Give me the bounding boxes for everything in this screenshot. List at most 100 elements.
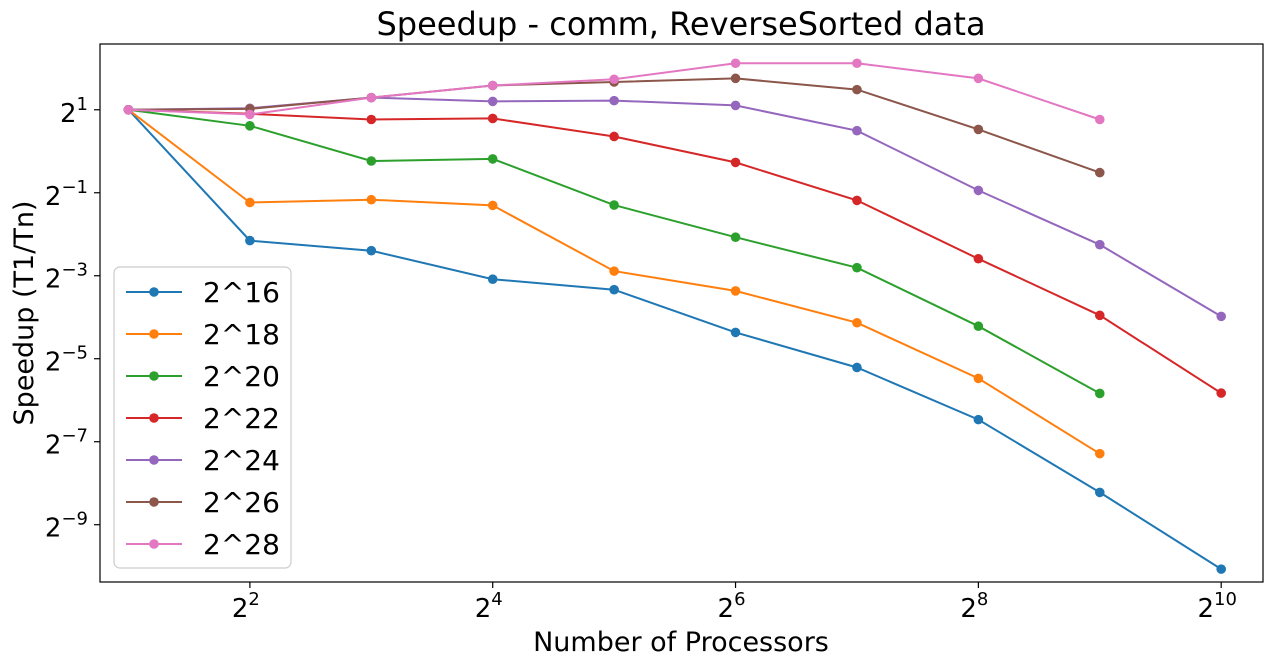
series-line xyxy=(128,77,1101,174)
legend-marker xyxy=(149,287,159,297)
series-2-28 xyxy=(123,58,1105,125)
data-point xyxy=(852,195,862,206)
data-point xyxy=(852,317,862,328)
data-point xyxy=(123,104,134,115)
data-point xyxy=(730,232,741,242)
data-point xyxy=(609,200,619,210)
data-point xyxy=(487,96,498,107)
legend-label: 2^22 xyxy=(203,402,280,435)
data-point xyxy=(1094,487,1105,498)
data-point xyxy=(973,373,984,384)
data-point xyxy=(973,253,984,264)
data-point xyxy=(487,113,498,124)
data-point xyxy=(730,157,741,168)
chart-title: Speedup - comm, ReverseSorted data xyxy=(376,5,985,43)
y-tick-label: 2−1 xyxy=(45,177,88,212)
series-line xyxy=(128,108,1222,394)
plot-frame xyxy=(99,43,1264,583)
x-tick-label: 26 xyxy=(718,589,746,624)
legend-label: 2^26 xyxy=(203,486,280,519)
data-point xyxy=(245,235,255,246)
data-point xyxy=(973,124,984,135)
series-layer xyxy=(123,58,1226,574)
y-tick-label: 2−3 xyxy=(45,260,88,295)
x-tick-label: 24 xyxy=(475,589,503,624)
legend-label: 2^20 xyxy=(203,360,280,393)
x-tick-label: 28 xyxy=(960,589,988,624)
y-axis-label: Speedup (T1/Tn) xyxy=(9,201,40,426)
legend-marker xyxy=(149,371,159,381)
series-line xyxy=(127,109,1222,570)
x-axis: 22 24 26 28 210 xyxy=(232,582,1237,624)
data-point xyxy=(245,109,255,120)
data-point xyxy=(1094,114,1105,125)
data-point xyxy=(730,286,741,296)
data-point xyxy=(973,185,984,196)
legend-marker xyxy=(149,455,159,465)
data-point xyxy=(730,58,741,69)
x-tick-label: 22 xyxy=(232,589,260,624)
data-point xyxy=(487,154,498,164)
data-point xyxy=(852,84,862,95)
legend-item: 2^28 xyxy=(126,528,280,561)
data-point xyxy=(609,266,619,276)
legend-label: 2^18 xyxy=(203,318,280,351)
data-point xyxy=(1094,167,1105,178)
data-point xyxy=(366,245,377,256)
series-line xyxy=(128,62,1101,121)
data-point xyxy=(245,121,255,131)
x-tick-label: 210 xyxy=(1197,589,1236,624)
data-point xyxy=(852,58,862,69)
legend-item: 2^20 xyxy=(126,360,280,393)
legend-label: 2^16 xyxy=(203,276,280,309)
y-axis: 21 2−1 2−3 2−5 2−7 2−9 xyxy=(45,94,100,544)
data-point xyxy=(609,95,619,106)
legend-marker xyxy=(149,539,159,549)
data-point xyxy=(366,156,377,166)
data-point xyxy=(366,92,377,103)
data-point xyxy=(730,73,741,84)
x-axis-label: Number of Processors xyxy=(533,627,829,658)
legend-marker xyxy=(149,497,159,507)
data-point xyxy=(487,200,498,211)
legend: 2^16 2^18 2^20 2^22 2^24 2^26 2^28 xyxy=(113,266,292,569)
data-point xyxy=(973,321,984,332)
legend-item: 2^26 xyxy=(126,486,280,519)
series-2-20 xyxy=(123,104,1105,399)
legend-item: 2^22 xyxy=(126,402,280,435)
data-point xyxy=(973,414,984,425)
legend-frame xyxy=(113,266,292,569)
data-point xyxy=(1094,239,1105,250)
y-tick-label: 2−9 xyxy=(45,509,88,544)
data-point xyxy=(852,262,862,273)
data-point xyxy=(609,131,619,142)
series-2-18 xyxy=(123,104,1105,459)
legend-item: 2^16 xyxy=(126,276,280,309)
data-point xyxy=(973,73,984,84)
y-tick-label: 21 xyxy=(60,94,88,129)
data-point xyxy=(245,197,255,208)
data-point xyxy=(1094,388,1105,399)
data-point xyxy=(487,274,498,284)
data-point xyxy=(366,114,377,125)
legend-marker xyxy=(149,413,159,423)
legend-label: 2^28 xyxy=(203,528,280,561)
data-point xyxy=(609,74,619,85)
data-point xyxy=(1216,388,1226,398)
y-tick-label: 2−5 xyxy=(45,343,88,378)
data-point xyxy=(1216,564,1226,574)
legend-item: 2^18 xyxy=(126,318,280,351)
series-2-26 xyxy=(123,73,1105,178)
y-tick-label: 2−7 xyxy=(45,426,88,461)
data-point xyxy=(366,194,377,205)
legend-label: 2^24 xyxy=(203,444,280,477)
data-point xyxy=(730,327,741,338)
data-point xyxy=(487,80,498,91)
data-point xyxy=(1094,310,1105,321)
data-point xyxy=(730,100,741,111)
legend-item: 2^24 xyxy=(126,444,280,477)
legend-marker xyxy=(149,329,159,339)
data-point xyxy=(1216,311,1226,322)
